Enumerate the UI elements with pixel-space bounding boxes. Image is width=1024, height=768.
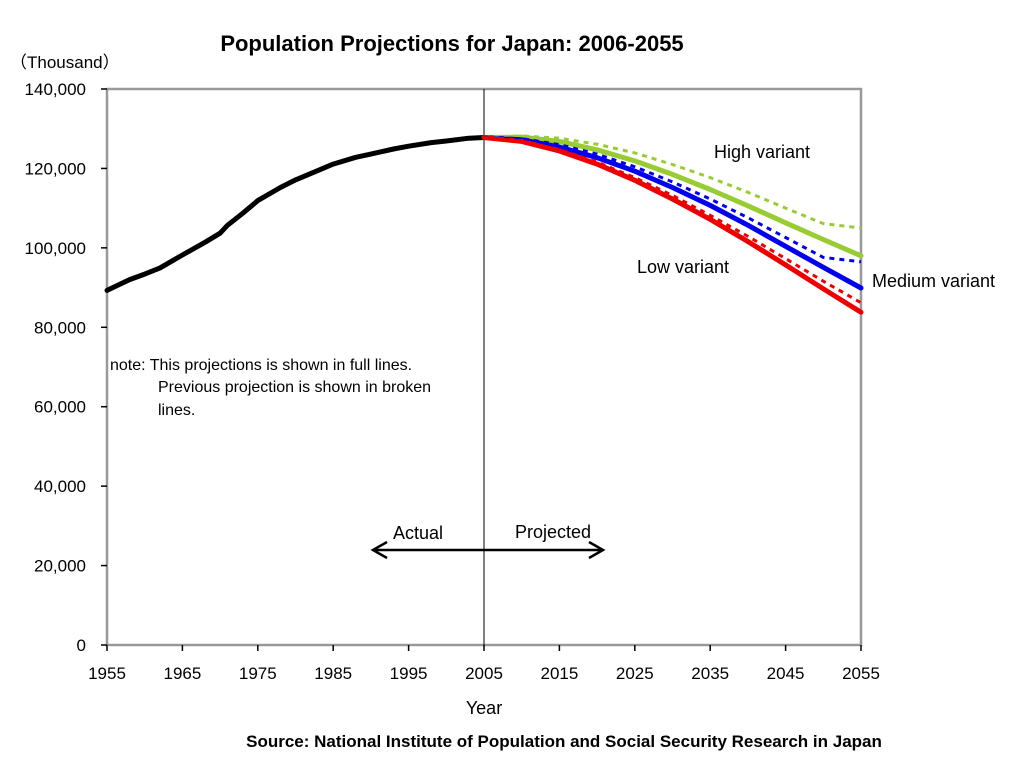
- x-tick-label: 2025: [616, 664, 654, 683]
- x-tick-label: 2005: [465, 664, 503, 683]
- actual-population-line: [104, 135, 487, 293]
- low-variant-label: Low variant: [637, 257, 729, 277]
- note-line-3: lines.: [158, 402, 195, 419]
- x-tick-label: 1975: [239, 664, 277, 683]
- previous-high-variant-line: [483, 134, 862, 230]
- x-tick-label: 1955: [88, 664, 126, 683]
- note-line-2: Previous projection is shown in broken: [158, 379, 431, 396]
- x-axis: 1955 1965 1975 1985 1995 2005 2015 2025 2035 2045…: [88, 645, 880, 683]
- y-tick-label: 40,000: [34, 477, 86, 496]
- y-tick-label: 140,000: [25, 80, 86, 99]
- y-tick-label: 20,000: [34, 557, 86, 576]
- y-tick-label: 120,000: [25, 159, 86, 178]
- previous-medium-variant-line: [483, 136, 862, 264]
- arrow-right-icon: [588, 540, 606, 560]
- x-tick-label: 2055: [842, 664, 880, 683]
- x-tick-label: 2045: [767, 664, 805, 683]
- chart-title: Population Projections for Japan: 2006-2…: [220, 31, 683, 56]
- previous-low-variant-line: [483, 136, 862, 305]
- y-axis: 0 20,000 40,000 60,000 80,000 100,000 120,000 1…: [25, 80, 107, 655]
- y-tick-label: 80,000: [34, 318, 86, 337]
- unit-label: （Thousand）: [10, 53, 120, 72]
- y-tick-label: 60,000: [34, 398, 86, 417]
- high-variant-line: [481, 134, 864, 259]
- x-tick-label: 2015: [540, 664, 578, 683]
- x-tick-label: 1995: [390, 664, 428, 683]
- x-tick-label: 1965: [163, 664, 201, 683]
- medium-variant-label: Medium variant: [872, 271, 995, 291]
- arrow-left-icon: [370, 540, 388, 560]
- y-tick-label: 100,000: [25, 239, 86, 258]
- note-line-1: note: This projections is shown in full …: [110, 357, 412, 374]
- x-axis-title: Year: [466, 698, 502, 718]
- actual-label: Actual: [393, 523, 443, 543]
- high-variant-label: High variant: [714, 142, 810, 162]
- source-note: Source: National Institute of Population…: [246, 732, 882, 751]
- x-tick-label: 1985: [314, 664, 352, 683]
- series-layer: [104, 134, 864, 315]
- x-tick-label: 2035: [691, 664, 729, 683]
- projected-label: Projected: [515, 522, 591, 542]
- y-tick-label: 0: [77, 636, 86, 655]
- medium-variant-line: [481, 135, 864, 291]
